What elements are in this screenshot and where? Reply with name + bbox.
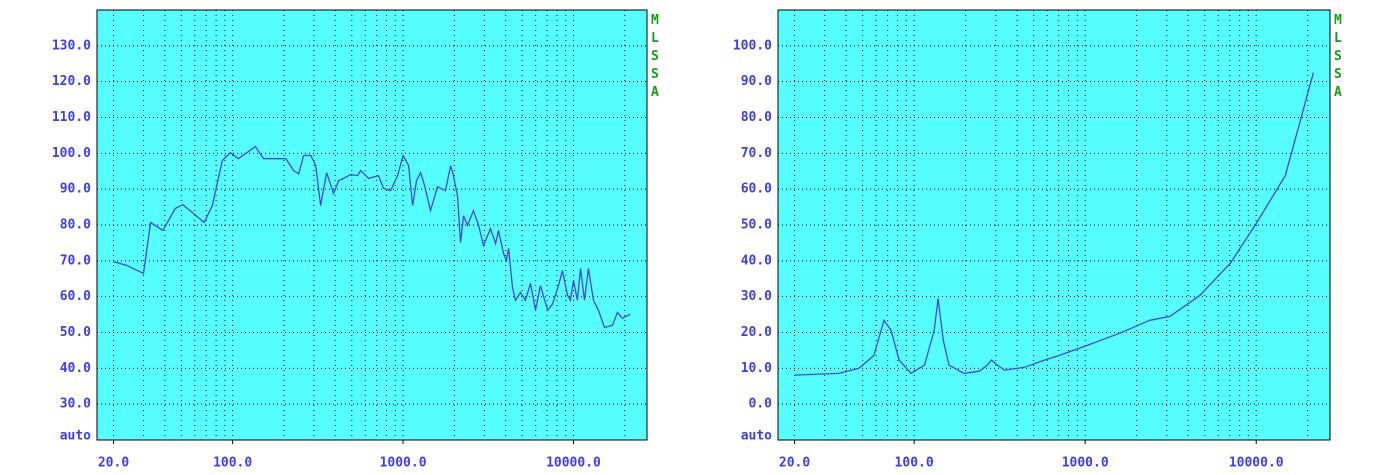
y-tick-label: 40.0 — [741, 253, 772, 268]
x-tick-label: 1000.0 — [380, 456, 427, 471]
x-tick-label: 20.0 — [779, 456, 810, 471]
x-tick-label: 100.0 — [213, 456, 252, 471]
y-tick-label: 70.0 — [60, 253, 91, 268]
y-tick-label: 10.0 — [741, 361, 772, 376]
x-tick-label: 100.0 — [895, 456, 934, 471]
x-tick-label: 20.0 — [98, 456, 129, 471]
y-tick-label: 100.0 — [52, 146, 91, 161]
y-tick-label: 20.0 — [741, 325, 772, 340]
y-tick-label: 80.0 — [60, 218, 91, 233]
plot-area — [96, 9, 648, 441]
y-tick-label: 60.0 — [60, 289, 91, 304]
x-tick-label: 10000.0 — [546, 456, 601, 471]
y-tick-label: 50.0 — [60, 325, 91, 340]
y-tick-label: 0.0 — [749, 397, 773, 412]
y-tick-label: auto — [741, 429, 772, 444]
y-tick-label: 90.0 — [741, 74, 772, 89]
y-tick-label: 30.0 — [60, 397, 91, 412]
y-tick-label: 80.0 — [741, 110, 772, 125]
y-tick-label: 110.0 — [52, 110, 91, 125]
y-tick-label: 50.0 — [741, 218, 772, 233]
y-tick-label: 120.0 — [52, 74, 91, 89]
annotation: MLSSA — [1334, 13, 1342, 100]
y-tick-label: 30.0 — [741, 289, 772, 304]
data-line — [794, 72, 1315, 376]
annotation: MLSSA — [651, 13, 659, 100]
y-tick-label: 60.0 — [741, 182, 772, 197]
y-tick-label: 40.0 — [60, 361, 91, 376]
y-tick-label: 90.0 — [60, 182, 91, 197]
x-tick-label: 1000.0 — [1062, 456, 1109, 471]
data-line — [113, 145, 631, 329]
y-tick-label: 130.0 — [52, 38, 91, 53]
y-tick-label: 100.0 — [733, 38, 772, 53]
y-tick-label: auto — [60, 429, 91, 444]
x-tick-label: 10000.0 — [1229, 456, 1284, 471]
y-tick-label: 70.0 — [741, 146, 772, 161]
